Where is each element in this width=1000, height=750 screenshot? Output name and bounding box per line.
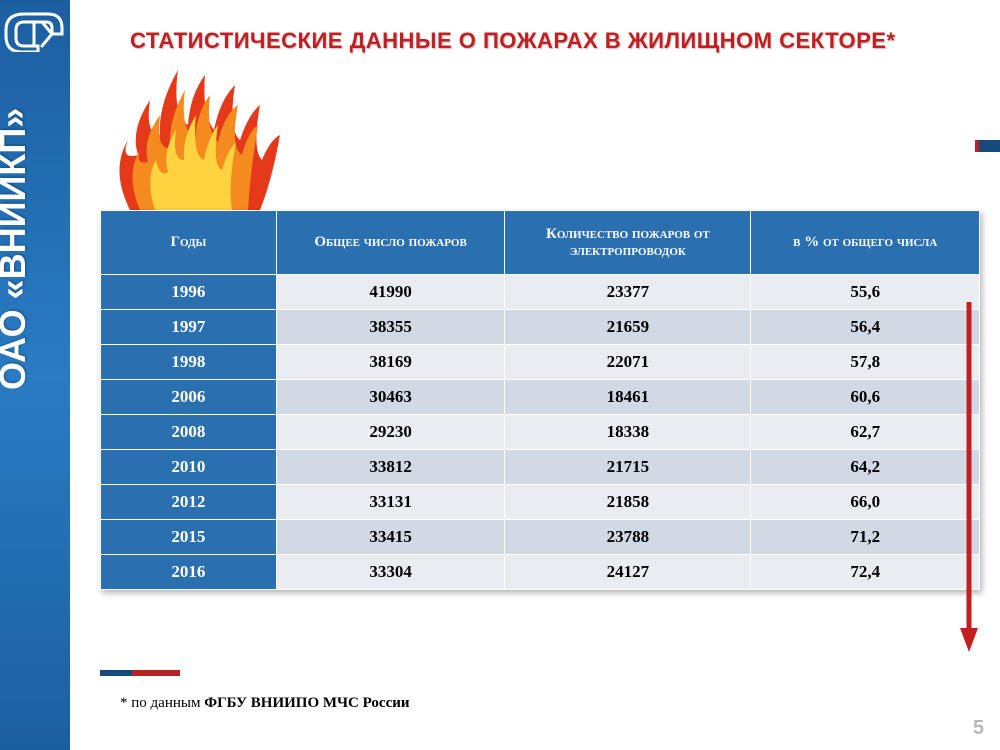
page-number: 5	[973, 717, 984, 740]
value-cell: 21715	[505, 450, 751, 485]
header-stripe	[975, 140, 1000, 152]
table-header: Общее число пожаров	[276, 211, 505, 275]
value-cell: 24127	[505, 555, 751, 590]
value-cell: 18461	[505, 380, 751, 415]
year-cell: 2006	[101, 380, 277, 415]
year-cell: 1997	[101, 310, 277, 345]
value-cell: 60,6	[751, 380, 980, 415]
sidebar-org-label: ОАО «ВНИИКП»	[0, 108, 34, 390]
table-row: 1996419902337755,6	[101, 275, 980, 310]
table-header: Годы	[101, 211, 277, 275]
value-cell: 21858	[505, 485, 751, 520]
value-cell: 66,0	[751, 485, 980, 520]
value-cell: 57,8	[751, 345, 980, 380]
trend-arrow-icon	[960, 302, 978, 652]
company-logo-icon	[4, 8, 64, 52]
value-cell: 33304	[276, 555, 505, 590]
footnote: * по данным ФГБУ ВНИИПО МЧС России	[120, 695, 410, 712]
table-header: Количество пожаров от электропроводок	[505, 211, 751, 275]
year-cell: 2015	[101, 520, 277, 555]
value-cell: 22071	[505, 345, 751, 380]
value-cell: 33131	[276, 485, 505, 520]
table-row: 1997383552165956,4	[101, 310, 980, 345]
value-cell: 29230	[276, 415, 505, 450]
footnote-prefix: * по данным	[120, 695, 204, 711]
value-cell: 33415	[276, 520, 505, 555]
value-cell: 71,2	[751, 520, 980, 555]
value-cell: 38355	[276, 310, 505, 345]
value-cell: 38169	[276, 345, 505, 380]
year-cell: 2012	[101, 485, 277, 520]
value-cell: 62,7	[751, 415, 980, 450]
table-row: 2010338122171564,2	[101, 450, 980, 485]
value-cell: 72,4	[751, 555, 980, 590]
table-row: 2015334152378871,2	[101, 520, 980, 555]
value-cell: 21659	[505, 310, 751, 345]
value-cell: 30463	[276, 380, 505, 415]
value-cell: 56,4	[751, 310, 980, 345]
flame-icon	[110, 60, 290, 210]
table-row: 2008292301833862,7	[101, 415, 980, 450]
value-cell: 41990	[276, 275, 505, 310]
data-table-container: ГодыОбщее число пожаровКоличество пожаро…	[100, 210, 980, 590]
sidebar: ОАО «ВНИИКП»	[0, 0, 70, 750]
value-cell: 33812	[276, 450, 505, 485]
value-cell: 64,2	[751, 450, 980, 485]
table-header: в % от общего числа	[751, 211, 980, 275]
value-cell: 18338	[505, 415, 751, 450]
year-cell: 2016	[101, 555, 277, 590]
footnote-stripe	[100, 670, 180, 676]
value-cell: 55,6	[751, 275, 980, 310]
table-row: 1998381692207157,8	[101, 345, 980, 380]
year-cell: 2010	[101, 450, 277, 485]
year-cell: 2008	[101, 415, 277, 450]
table-row: 2016333042412772,4	[101, 555, 980, 590]
footnote-source: ФГБУ ВНИИПО МЧС России	[204, 695, 409, 711]
page-title: СТАТИСТИЧЕСКИЕ ДАННЫЕ О ПОЖАРАХ В ЖИЛИЩН…	[130, 28, 980, 54]
year-cell: 1996	[101, 275, 277, 310]
table-row: 2012331312185866,0	[101, 485, 980, 520]
value-cell: 23377	[505, 275, 751, 310]
value-cell: 23788	[505, 520, 751, 555]
fire-stats-table: ГодыОбщее число пожаровКоличество пожаро…	[100, 210, 980, 590]
year-cell: 1998	[101, 345, 277, 380]
table-row: 2006304631846160,6	[101, 380, 980, 415]
